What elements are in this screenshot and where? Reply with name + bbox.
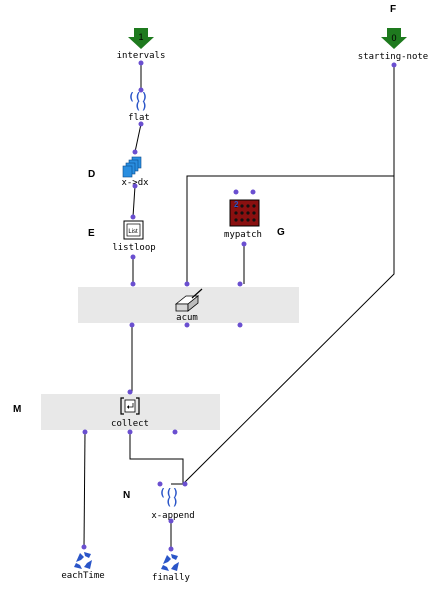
mypatch-outlet[interactable] — [241, 241, 247, 247]
xappend-label: x-append — [151, 511, 195, 521]
wire-xdx-listloop[interactable] — [132, 185, 136, 218]
eachtime-inlet[interactable] — [81, 544, 87, 550]
starting-note-inlet[interactable]: 0 — [381, 28, 407, 68]
flat-inlet[interactable] — [138, 87, 144, 93]
collect-outlet-1[interactable] — [82, 429, 88, 435]
intervals-value: 1 — [138, 32, 143, 42]
wire-acum-collect[interactable] — [130, 325, 133, 393]
mypatch-label: mypatch — [224, 230, 262, 240]
mypatch-inlet-1[interactable] — [233, 189, 239, 195]
flat-outlet[interactable] — [138, 121, 144, 127]
collect-outlet-3[interactable] — [172, 429, 178, 435]
svg-text:↻: ↻ — [81, 561, 86, 568]
intervals-label: intervals — [116, 51, 166, 61]
eachtime-outlet-box[interactable]: ↻ — [74, 544, 92, 570]
acum-icon — [174, 288, 203, 312]
svg-text:(): () — [134, 99, 147, 112]
mypatch-icon: 2 — [229, 199, 260, 227]
acum-label: acum — [176, 313, 198, 323]
svg-text:2: 2 — [234, 200, 239, 209]
starting-note-arrow-icon — [381, 28, 407, 49]
eachtime-label: eachTime — [61, 571, 105, 581]
intervals-arrow-icon — [128, 28, 154, 49]
flat-label: flat — [128, 113, 150, 123]
marker-f: F — [390, 4, 397, 15]
mypatch-inlet-2[interactable] — [250, 189, 256, 195]
svg-text:(): () — [165, 495, 178, 508]
xdx-label: x->dx — [121, 178, 149, 188]
wire-startingnote-xappend[interactable] — [184, 176, 395, 484]
acum-outlet-2[interactable] — [184, 322, 190, 328]
marker-g: G — [277, 227, 285, 238]
xdx-outlet[interactable] — [132, 183, 138, 189]
wire-collect-eachtime[interactable] — [83, 431, 86, 548]
xdx-inlet[interactable] — [132, 149, 138, 155]
xdx-icon — [122, 156, 142, 178]
flat-icon: (() — [128, 90, 148, 103]
finally-recycle-icon — [161, 554, 179, 571]
xappend-icon: (() — [159, 486, 179, 499]
marker-e: E — [88, 228, 95, 239]
collect-node[interactable] — [82, 389, 178, 435]
listloop-inlet[interactable] — [130, 214, 136, 220]
wire-collect-xappend[interactable] — [129, 432, 184, 485]
acum-inlet-3[interactable] — [237, 281, 243, 287]
xappend-inlet-1[interactable] — [157, 481, 163, 487]
finally-outlet-box[interactable] — [161, 546, 179, 572]
listloop-label: listloop — [112, 243, 156, 253]
intervals-inlet[interactable]: 1 — [128, 28, 154, 66]
acum-outlet-3[interactable] — [237, 322, 243, 328]
collect-icon — [120, 397, 140, 415]
intervals-outlet[interactable] — [138, 60, 144, 66]
wire-flat-xdx[interactable] — [134, 123, 142, 153]
wire-startingnote-acum[interactable] — [186, 65, 395, 284]
marker-n: N — [123, 490, 131, 501]
collect-outlet-2[interactable] — [127, 429, 133, 435]
listloop-outlet[interactable] — [130, 254, 136, 260]
starting-note-outlet[interactable] — [391, 62, 397, 68]
xappend-inlet-2[interactable] — [182, 481, 188, 487]
wires — [83, 63, 395, 549]
listloop-icon: List — [123, 220, 144, 240]
finally-inlet[interactable] — [168, 546, 174, 552]
svg-text:List: List — [128, 229, 138, 235]
xappend-outlet[interactable] — [168, 518, 174, 524]
eachtime-recycle-icon: ↻ — [74, 552, 92, 569]
collect-label: collect — [111, 419, 149, 429]
acum-outlet-1[interactable] — [129, 322, 135, 328]
listloop-box[interactable]: List — [123, 214, 144, 260]
acum-inlet-1[interactable] — [130, 281, 136, 287]
flat-box[interactable]: (() () — [128, 87, 148, 127]
marker-d: D — [88, 169, 96, 180]
starting-note-label: starting-note — [357, 52, 429, 62]
marker-m: M — [13, 404, 22, 415]
mypatch-box[interactable]: 2 — [229, 189, 260, 247]
collect-inlet-1[interactable] — [127, 389, 133, 395]
acum-node[interactable] — [129, 281, 243, 328]
xdx-box[interactable] — [122, 149, 142, 189]
acum-inlet-2[interactable] — [184, 281, 190, 287]
finally-label: finally — [152, 573, 190, 583]
starting-note-value: 0 — [391, 33, 396, 43]
xappend-box[interactable]: (() () — [157, 481, 188, 524]
